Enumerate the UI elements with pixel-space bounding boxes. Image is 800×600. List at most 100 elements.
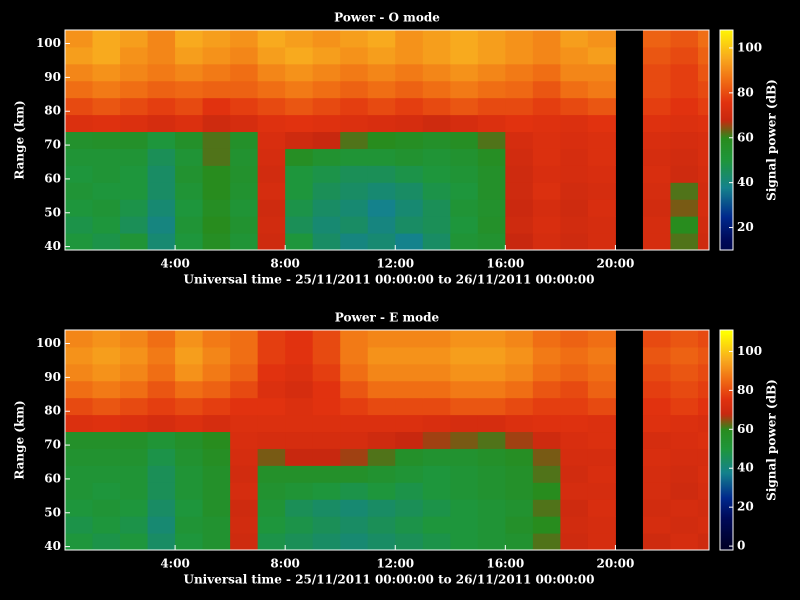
colorbar-segment bbox=[720, 372, 733, 375]
colorbar-segment bbox=[720, 398, 733, 401]
heatmap-cell bbox=[697, 397, 710, 416]
colorbar-segment bbox=[720, 518, 733, 521]
heatmap-cell bbox=[505, 482, 534, 500]
colorbar-segment bbox=[720, 170, 733, 173]
heatmap-cell bbox=[395, 330, 424, 348]
colorbar-segment bbox=[720, 104, 733, 107]
colorbar-segment bbox=[720, 164, 733, 167]
heatmap-cell bbox=[65, 148, 94, 166]
heatmap-cell bbox=[642, 131, 671, 149]
heatmap-cell bbox=[175, 516, 204, 534]
heatmap-cell bbox=[230, 199, 259, 217]
heatmap-cell bbox=[642, 533, 671, 551]
heatmap-cell bbox=[312, 131, 341, 149]
colorbar-segment bbox=[720, 520, 733, 523]
heatmap-cell bbox=[477, 330, 506, 348]
colorbar-segment bbox=[720, 358, 733, 361]
heatmap-cell bbox=[422, 533, 451, 551]
heatmap-cell bbox=[175, 199, 204, 217]
heatmap-cell bbox=[450, 63, 479, 82]
heatmap-cell bbox=[230, 414, 259, 433]
colorbar-segment bbox=[720, 366, 733, 369]
heatmap-cell bbox=[230, 448, 259, 466]
heatmap-cell bbox=[367, 380, 396, 399]
heatmap-cell bbox=[642, 516, 671, 534]
colorbar-segment bbox=[720, 444, 733, 447]
heatmap-cell bbox=[450, 431, 479, 449]
heatmap-cell bbox=[340, 499, 369, 517]
heatmap-cell bbox=[532, 131, 561, 149]
heatmap-cell bbox=[560, 63, 589, 82]
heatmap-cell bbox=[560, 363, 589, 382]
heatmap-cell bbox=[505, 97, 534, 116]
colorbar-segment bbox=[720, 32, 733, 35]
heatmap-cell bbox=[230, 216, 259, 234]
heatmap-cell bbox=[230, 114, 259, 133]
colorbar-segment bbox=[720, 330, 733, 333]
heatmap-cell bbox=[560, 199, 589, 217]
heatmap-cell bbox=[422, 97, 451, 116]
heatmap-cell bbox=[477, 516, 506, 534]
heatmap-cell bbox=[560, 448, 589, 466]
heatmap-cell bbox=[505, 448, 534, 466]
colorbar-segment bbox=[720, 100, 733, 103]
heatmap-cell bbox=[477, 414, 506, 433]
colorbar-segment bbox=[720, 232, 733, 235]
heatmap-cell bbox=[285, 80, 314, 99]
colorbar-segment bbox=[720, 548, 733, 551]
heatmap-cell bbox=[532, 465, 561, 483]
colorbar-segment bbox=[720, 490, 733, 493]
heatmap-cell bbox=[120, 346, 149, 365]
heatmap-cell bbox=[120, 431, 149, 449]
heatmap-cell bbox=[532, 46, 561, 65]
heatmap-cell bbox=[505, 114, 534, 133]
heatmap-cell bbox=[450, 114, 479, 133]
heatmap-cell bbox=[587, 216, 616, 234]
heatmap-cell bbox=[312, 499, 341, 517]
heatmap-cell bbox=[697, 346, 710, 365]
colorbar-segment bbox=[720, 374, 733, 377]
heatmap-cell bbox=[477, 533, 506, 551]
colorbar-tick-label: 0 bbox=[737, 539, 745, 553]
heatmap-cell bbox=[532, 199, 561, 217]
heatmap-cell bbox=[670, 533, 699, 551]
heatmap-cell bbox=[340, 482, 369, 500]
heatmap-cell bbox=[587, 499, 616, 517]
heatmap-cell bbox=[477, 482, 506, 500]
colorbar-segment bbox=[720, 542, 733, 545]
heatmap-cell bbox=[92, 533, 121, 551]
heatmap-cell bbox=[587, 346, 616, 365]
heatmap-cell bbox=[175, 330, 204, 348]
heatmap-cell bbox=[65, 182, 94, 200]
heatmap-cell bbox=[450, 165, 479, 183]
heatmap-cell bbox=[285, 330, 314, 348]
colorbar-segment bbox=[720, 228, 733, 231]
colorbar-segment bbox=[720, 394, 733, 397]
heatmap-cell bbox=[367, 46, 396, 65]
heatmap-cell bbox=[587, 199, 616, 217]
heatmap-cell bbox=[395, 482, 424, 500]
heatmap-cell bbox=[257, 30, 286, 48]
heatmap-cell bbox=[587, 363, 616, 382]
colorbar-segment bbox=[720, 230, 733, 233]
heatmap-cell bbox=[340, 114, 369, 133]
colorbar-segment bbox=[720, 224, 733, 227]
heatmap-cell bbox=[175, 533, 204, 551]
heatmap-cell bbox=[175, 482, 204, 500]
heatmap-cell bbox=[175, 431, 204, 449]
heatmap-cell bbox=[422, 114, 451, 133]
heatmap-cell bbox=[477, 216, 506, 234]
heatmap-cell bbox=[697, 199, 710, 217]
colorbar-segment bbox=[720, 412, 733, 415]
colorbar-segment bbox=[720, 402, 733, 405]
colorbar-segment bbox=[720, 384, 733, 387]
heatmap-cell bbox=[202, 131, 231, 149]
colorbar-segment bbox=[720, 484, 733, 487]
heatmap-cell bbox=[175, 397, 204, 416]
heatmap-cell bbox=[395, 148, 424, 166]
colorbar-tick-label: 60 bbox=[737, 130, 754, 144]
heatmap-cell bbox=[285, 182, 314, 200]
heatmap-cell bbox=[477, 131, 506, 149]
heatmap-cell bbox=[642, 431, 671, 449]
heatmap-cell bbox=[65, 414, 94, 433]
